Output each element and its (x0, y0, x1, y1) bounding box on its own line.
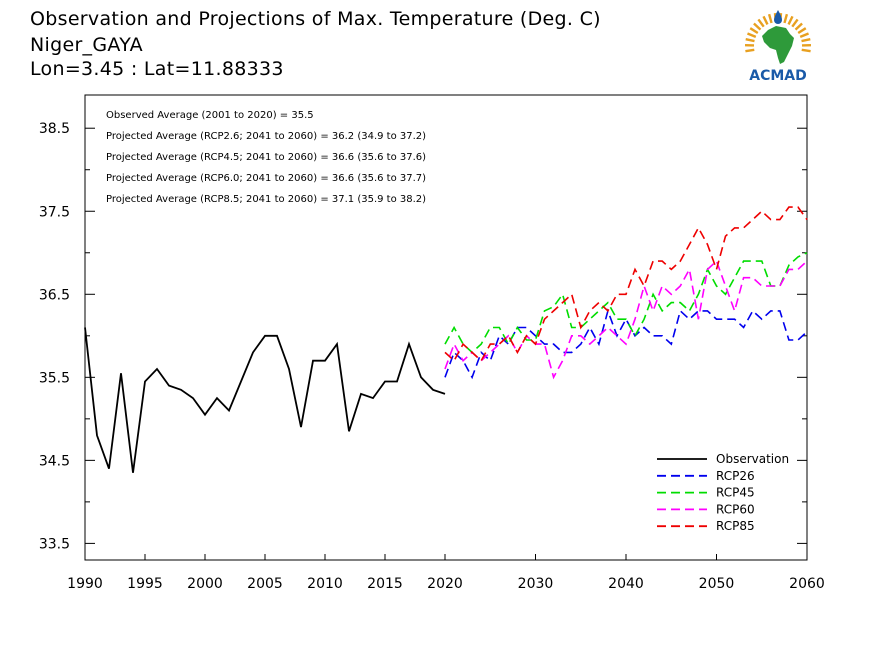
africa-shape (762, 26, 794, 64)
x-tick-label: 2030 (518, 576, 554, 592)
annotation-line: Projected Average (RCP4.5; 2041 to 2060)… (106, 152, 426, 163)
logo-text: ACMAD (749, 68, 807, 84)
legend-label-rcp45: RCP45 (716, 486, 755, 500)
y-tick-label: 36.5 (39, 287, 70, 303)
logo-ray (799, 32, 809, 39)
x-tick-label: 2000 (187, 576, 223, 592)
legend-label-rcp85: RCP85 (716, 519, 755, 533)
logo-ray (797, 27, 807, 35)
logo-ray (783, 13, 789, 24)
annotation-line: Projected Average (RCP6.0; 2041 to 2060)… (106, 173, 426, 184)
logo-ray (747, 32, 757, 39)
series-line-rcp85 (444, 206, 808, 362)
legend-label-rcp26: RCP26 (716, 469, 755, 483)
chart-title: Observation and Projections of Max. Temp… (30, 8, 601, 30)
station-name: Niger_GAYA (30, 34, 143, 56)
x-tick-label: 1990 (67, 576, 103, 592)
logo-ray (791, 18, 799, 28)
x-tick-label: 1995 (127, 576, 163, 592)
x-tick-label: 2050 (699, 576, 735, 592)
logo-ray (762, 15, 769, 25)
logo-ray (745, 48, 755, 53)
y-tick-label: 35.5 (39, 370, 70, 386)
legend-label-rcp60: RCP60 (716, 502, 755, 516)
annotation-line: Projected Average (RCP2.6; 2041 to 2060)… (106, 131, 426, 142)
x-tick-label: 2040 (608, 576, 644, 592)
series-line-observation (84, 327, 446, 473)
y-tick-label: 34.5 (39, 453, 70, 469)
series-layer (84, 206, 808, 473)
x-tick-label: 2005 (247, 576, 283, 592)
coordinates: Lon=3.45 : Lat=11.88333 (30, 58, 284, 80)
logo-ray (801, 38, 811, 43)
logo-ray (745, 38, 755, 43)
logo-ray (767, 13, 773, 24)
series-line-rcp45 (444, 252, 808, 354)
annotation-line: Observed Average (2001 to 2020) = 35.5 (106, 110, 314, 121)
x-tick-label: 2010 (307, 576, 343, 592)
chart-axes: 33.5 34.5 35.5 36.5 37.5 38.5 1990 1995 2000 2005… (39, 94, 825, 592)
logo-ray (801, 48, 811, 53)
annotation-line: Projected Average (RCP8.5; 2041 to 2060)… (106, 194, 426, 205)
acmad-logo: ACMAD (744, 10, 812, 84)
logo-ray (757, 18, 765, 28)
plot-frame (84, 94, 808, 561)
x-tick-label: 2015 (367, 576, 403, 592)
legend-label-observation: Observation (716, 452, 789, 466)
x-tick-label: 2020 (427, 576, 463, 592)
water-drop-icon (774, 10, 782, 24)
annotations: Observed Average (2001 to 2020) = 35.5 Pr… (106, 110, 426, 205)
x-tick-label: 2060 (789, 576, 825, 592)
logo-ray (753, 22, 762, 31)
logo-ray (749, 27, 759, 35)
logo-sun-rays (744, 13, 812, 53)
y-tick-label: 38.5 (39, 121, 70, 137)
logo-ray (787, 15, 794, 25)
chart-legend: Observation RCP26 RCP45 RCP60 RCP85 (657, 452, 789, 533)
series-line-rcp26 (444, 308, 808, 380)
y-tick-label: 33.5 (39, 536, 70, 552)
y-tick-label: 37.5 (39, 204, 70, 220)
logo-ray (794, 22, 803, 31)
